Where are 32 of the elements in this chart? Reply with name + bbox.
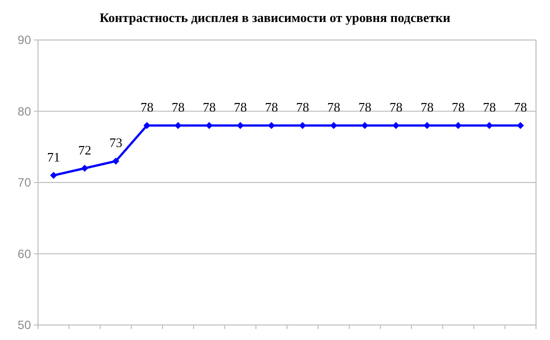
data-label: 78 bbox=[264, 100, 278, 114]
data-label: 78 bbox=[140, 100, 154, 114]
chart-title: Контрастность дисплея в зависимости от уровня подсветки bbox=[100, 10, 451, 25]
data-label: 78 bbox=[389, 100, 402, 114]
point bbox=[50, 172, 58, 179]
data-label: 73 bbox=[109, 135, 122, 150]
y-tick-label: 70 bbox=[18, 176, 32, 190]
data-label: 78 bbox=[202, 100, 216, 114]
point bbox=[81, 164, 88, 172]
y-tick-label: 60 bbox=[18, 246, 32, 261]
point bbox=[454, 122, 462, 129]
y-tick-label: 80 bbox=[18, 104, 32, 118]
y-tick-label: 50 bbox=[18, 318, 32, 332]
data-label: 78 bbox=[482, 100, 496, 114]
data-label: 78 bbox=[327, 100, 340, 114]
point bbox=[206, 122, 213, 129]
y-tick-label: 90 bbox=[18, 33, 32, 48]
point bbox=[486, 122, 493, 129]
data-label: 78 bbox=[358, 100, 372, 114]
data-label: 78 bbox=[420, 100, 434, 114]
data-label: 78 bbox=[514, 100, 527, 114]
point bbox=[330, 122, 338, 129]
data-label: 78 bbox=[452, 100, 465, 114]
data-label: 71 bbox=[47, 149, 60, 164]
data-label: 78 bbox=[296, 100, 310, 114]
point bbox=[143, 122, 150, 129]
data-label: 78 bbox=[234, 100, 247, 114]
data-label: 78 bbox=[172, 100, 185, 114]
point bbox=[112, 158, 120, 165]
point bbox=[361, 122, 368, 129]
data-label: 72 bbox=[78, 142, 92, 158]
point bbox=[236, 122, 244, 129]
